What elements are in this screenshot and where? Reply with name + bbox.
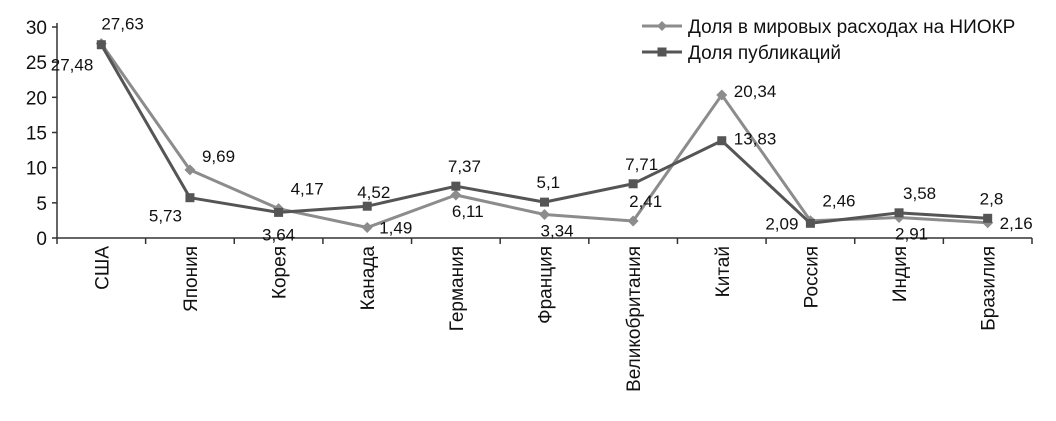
x-category-label: Германия [447, 246, 468, 331]
data-label: 7,37 [448, 157, 481, 176]
data-label: 3,64 [262, 225, 295, 244]
square-marker [894, 208, 904, 218]
x-category-label: Канада [358, 246, 379, 311]
x-category-label: США [92, 246, 113, 290]
x-category-label: Великобритания [624, 246, 645, 392]
square-marker [805, 218, 815, 228]
diamond-marker [361, 222, 373, 234]
square-marker [628, 179, 638, 189]
data-labels: 27,63 9,69 4,17 1,49 6,11 3,34 2,41 20,34 2,46 2,… [51, 15, 1033, 245]
data-label: 27,48 [51, 56, 94, 75]
x-category-label: Корея [270, 246, 291, 299]
square-marker [717, 136, 727, 146]
x-category-label: Япония [181, 246, 202, 312]
diamond-marker [627, 215, 639, 227]
data-label: 2,09 [765, 214, 798, 233]
data-label: 2,46 [822, 192, 855, 211]
diamond-marker [450, 189, 462, 201]
data-label: 5,1 [537, 173, 561, 192]
data-label: 6,11 [452, 202, 484, 221]
chart-axes: 0 5 10 15 20 25 30 США Япония Корея Канада Германия… [26, 18, 1033, 392]
data-label: 2,91 [895, 225, 928, 244]
x-category-label: Китай [713, 246, 734, 297]
data-label: 4,52 [357, 183, 390, 202]
square-marker [185, 193, 195, 203]
y-tick-label: 10 [26, 159, 47, 180]
x-category-label: Франция [536, 246, 557, 324]
x-category-label: Индия [890, 246, 911, 302]
data-label: 9,69 [202, 147, 235, 166]
y-tick-label: 15 [26, 124, 47, 145]
diamond-marker [539, 209, 550, 221]
x-category-label: Россия [801, 246, 822, 308]
diamond-marker [184, 164, 196, 176]
y-tick-label: 5 [36, 194, 47, 215]
legend-square-marker [657, 47, 667, 57]
diamond-marker [716, 89, 728, 101]
data-label: 2,16 [1000, 214, 1033, 233]
square-marker [362, 201, 372, 211]
legend-entry-label: Доля публикаций [688, 43, 841, 64]
square-marker [983, 213, 993, 223]
y-tick-label: 0 [36, 229, 47, 250]
data-label: 7,71 [625, 155, 658, 174]
legend-diamond-marker [657, 21, 667, 31]
x-category-label: Бразилия [979, 246, 1000, 331]
data-label: 4,17 [291, 180, 324, 199]
square-marker [274, 207, 284, 217]
series-markers [95, 38, 994, 234]
data-label: 2,8 [980, 189, 1004, 208]
legend: Доля в мировых расходах на НИОКР Доля пуб… [642, 17, 1015, 64]
data-label: 3,58 [903, 184, 936, 203]
data-label: 20,34 [734, 82, 777, 101]
y-tick-label: 25 [26, 53, 47, 74]
square-marker [96, 40, 106, 50]
data-label: 2,41 [629, 192, 662, 211]
square-marker [451, 181, 461, 191]
y-tick-label: 30 [26, 18, 47, 39]
data-label: 3,34 [541, 222, 574, 241]
data-label: 13,83 [734, 130, 777, 149]
data-label: 1,49 [379, 219, 412, 238]
data-label: 5,73 [149, 207, 182, 226]
square-marker [540, 197, 549, 207]
legend-entry-label: Доля в мировых расходах на НИОКР [688, 17, 1015, 38]
y-tick-label: 20 [26, 88, 47, 109]
data-label: 27,63 [101, 15, 144, 34]
